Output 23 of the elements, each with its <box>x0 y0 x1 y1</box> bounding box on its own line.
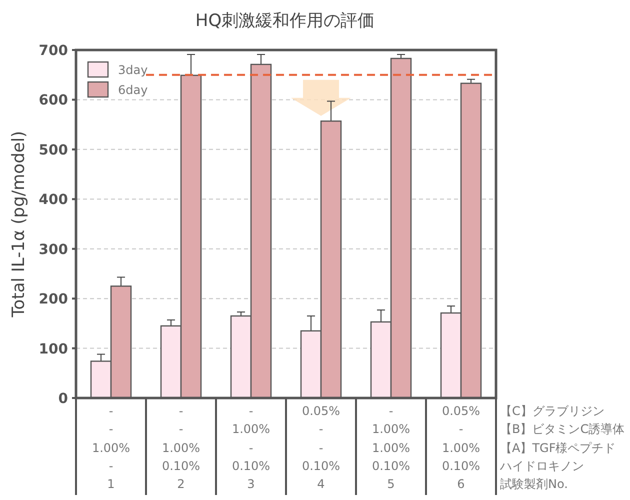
y-tick-label: 400 <box>38 192 68 208</box>
legend-label: 6day <box>118 83 148 97</box>
y-tick-label: 100 <box>38 341 68 358</box>
x-tick-label: 0.05% - - 0.10% 4 <box>302 404 340 491</box>
x-tick-label: - 1.00% 1.00% 0.10% 5 <box>372 404 410 491</box>
y-tick-label: 600 <box>38 92 68 109</box>
x-tick-label: - - 1.00% - 1 <box>92 404 130 491</box>
y-tick-label: 0 <box>58 391 68 407</box>
text: 【A】TGF様ペプチド <box>500 441 616 455</box>
x-tick-label: 0.05% - 1.00% 0.10% 6 <box>442 404 480 491</box>
legend-label: 3day <box>118 63 148 77</box>
y-axis-title: Total IL-1α (pg/model) <box>9 130 29 318</box>
text: 試験製剤No. <box>500 477 568 491</box>
text: ハイドロキノン <box>499 459 584 473</box>
chart-title: HQ刺激緩和作用の評価 <box>195 11 375 31</box>
y-tick-label: 200 <box>38 292 68 308</box>
x-tick-label: - 1.00% - 0.10% 3 <box>232 404 270 491</box>
text: 【B】ビタミンC誘導体 <box>500 422 625 436</box>
y-tick-label: 500 <box>38 142 68 158</box>
y-tick-label: 300 <box>38 242 68 258</box>
x-tick-label: - - 1.00% 0.10% 2 <box>162 404 200 491</box>
text: 【C】グラブリジン <box>500 404 604 418</box>
y-tick-label: 700 <box>38 43 68 59</box>
